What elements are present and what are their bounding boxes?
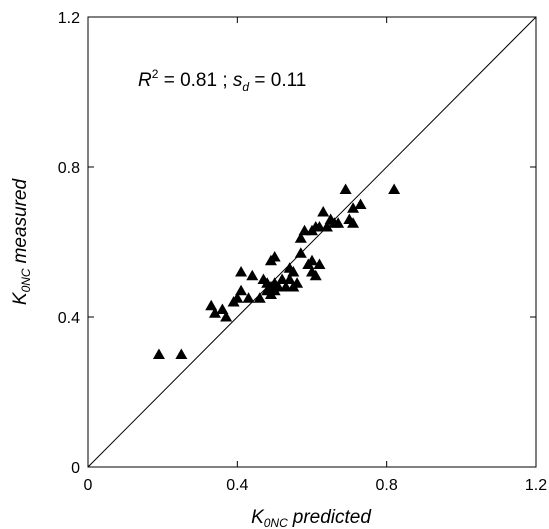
data-point xyxy=(205,299,218,311)
data-point xyxy=(347,217,360,228)
data-point xyxy=(220,311,233,322)
x-axis-label-sub: 0NC xyxy=(264,516,288,529)
s-subscript: d xyxy=(242,80,249,94)
data-point xyxy=(246,269,259,281)
r-exponent: 2 xyxy=(152,67,159,81)
x-axis-label-rest: predicted xyxy=(292,507,373,528)
x-tick-label: 1.2 xyxy=(525,477,547,494)
data-point xyxy=(347,202,360,213)
data-point xyxy=(235,266,248,277)
y-axis-label-main: K xyxy=(10,291,31,305)
r-value: = 0.81 ; xyxy=(158,70,232,91)
x-tick-label: 0 xyxy=(84,477,93,494)
data-point xyxy=(231,292,244,303)
data-point xyxy=(235,284,248,296)
data-point xyxy=(332,217,345,228)
y-axis-label: K0NC measured xyxy=(10,177,33,305)
data-point xyxy=(294,232,307,243)
data-point xyxy=(291,277,304,288)
s-symbol: s xyxy=(233,70,243,91)
x-axis-ticks: 0 0.4 0.8 1.2 xyxy=(84,17,547,494)
data-point xyxy=(354,198,367,209)
data-point xyxy=(306,254,318,266)
x-tick-label: 0.4 xyxy=(226,477,248,494)
s-value: = 0.11 xyxy=(249,70,306,91)
data-point xyxy=(268,251,281,262)
data-point xyxy=(283,273,296,284)
data-point xyxy=(339,183,352,194)
one-to-one-line xyxy=(87,16,537,468)
data-point xyxy=(216,303,229,314)
x-axis-label: K0NC predicted xyxy=(251,507,372,529)
data-point xyxy=(287,266,300,277)
r-symbol: R xyxy=(138,70,152,91)
data-point xyxy=(313,258,326,269)
y-tick-label: 0.4 xyxy=(58,310,80,327)
data-point xyxy=(242,292,255,303)
data-point xyxy=(320,221,333,232)
data-point xyxy=(317,206,330,217)
y-tick-label: 0 xyxy=(71,460,80,477)
data-point xyxy=(253,292,266,303)
data-point xyxy=(309,221,322,232)
stats-annotation: R2 = 0.81 ; sd = 0.11 xyxy=(138,67,306,94)
data-points xyxy=(152,183,401,359)
plot-frame xyxy=(87,16,537,468)
data-point xyxy=(208,307,221,318)
data-point xyxy=(175,348,188,359)
y-axis-label-sub: 0NC xyxy=(19,268,33,292)
y-axis-ticks: 0 0.4 0.8 1.2 xyxy=(58,10,536,477)
y-axis-label-rest: measured xyxy=(10,177,31,263)
x-tick-label: 0.8 xyxy=(376,477,398,494)
data-point xyxy=(309,269,322,281)
data-point xyxy=(152,348,165,359)
y-tick-label: 0.8 xyxy=(58,160,80,177)
data-point xyxy=(388,183,401,194)
y-tick-label: 1.2 xyxy=(58,10,80,27)
x-axis-label-main: K xyxy=(251,507,265,528)
data-point xyxy=(294,247,307,258)
